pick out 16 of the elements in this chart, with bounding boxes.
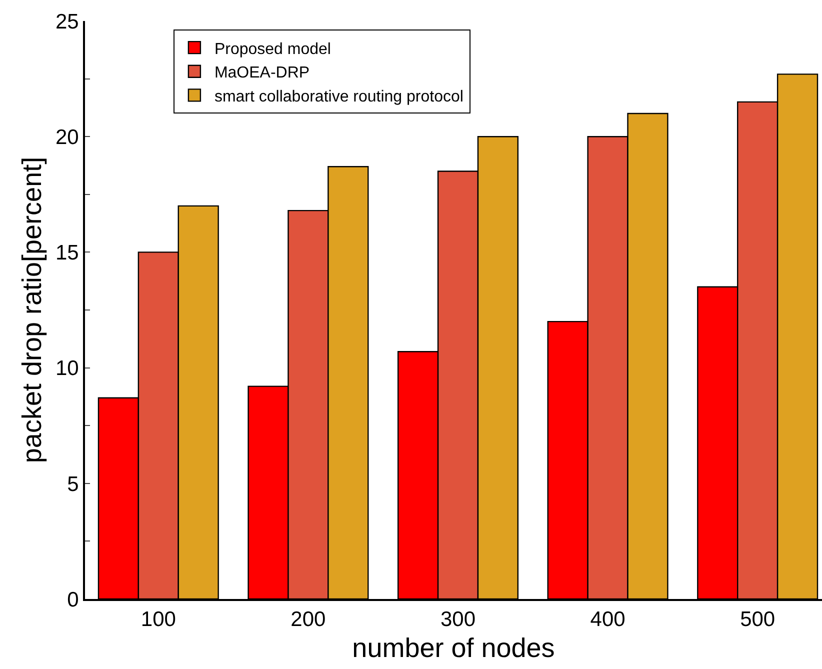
legend-label: MaOEA-DRP [214, 64, 310, 82]
legend-label: Proposed model [214, 40, 331, 58]
y-tick-label: 25 [55, 10, 79, 34]
y-tick-label: 5 [67, 472, 79, 496]
x-tick-label: 400 [590, 608, 626, 632]
y-tick-label: 15 [55, 242, 79, 265]
legend-label: smart collaborative routing protocol [214, 88, 464, 106]
x-tick-label: 100 [140, 608, 176, 632]
x-tick-label: 300 [440, 608, 476, 632]
x-tick-label: 200 [290, 608, 326, 632]
y-tick-label: 0 [67, 588, 79, 612]
y-tick-label: 10 [55, 357, 79, 380]
y-axis-title: packet drop ratio[percent] [16, 156, 47, 464]
x-axis-title: number of nodes [352, 633, 555, 664]
x-tick-label: 500 [740, 608, 776, 632]
y-tick-label: 20 [55, 126, 79, 149]
